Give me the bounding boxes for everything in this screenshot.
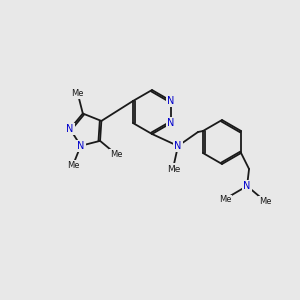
Text: Me: Me — [219, 196, 231, 205]
Text: Me: Me — [167, 164, 181, 173]
Text: Me: Me — [71, 89, 84, 98]
Text: N: N — [77, 141, 84, 151]
Text: N: N — [174, 141, 182, 151]
Text: N: N — [167, 96, 175, 106]
Text: Me: Me — [259, 196, 271, 206]
Text: N: N — [167, 118, 175, 128]
Text: Me: Me — [110, 150, 122, 159]
Text: N: N — [243, 181, 251, 191]
Text: N: N — [66, 124, 74, 134]
Text: Me: Me — [67, 160, 79, 169]
